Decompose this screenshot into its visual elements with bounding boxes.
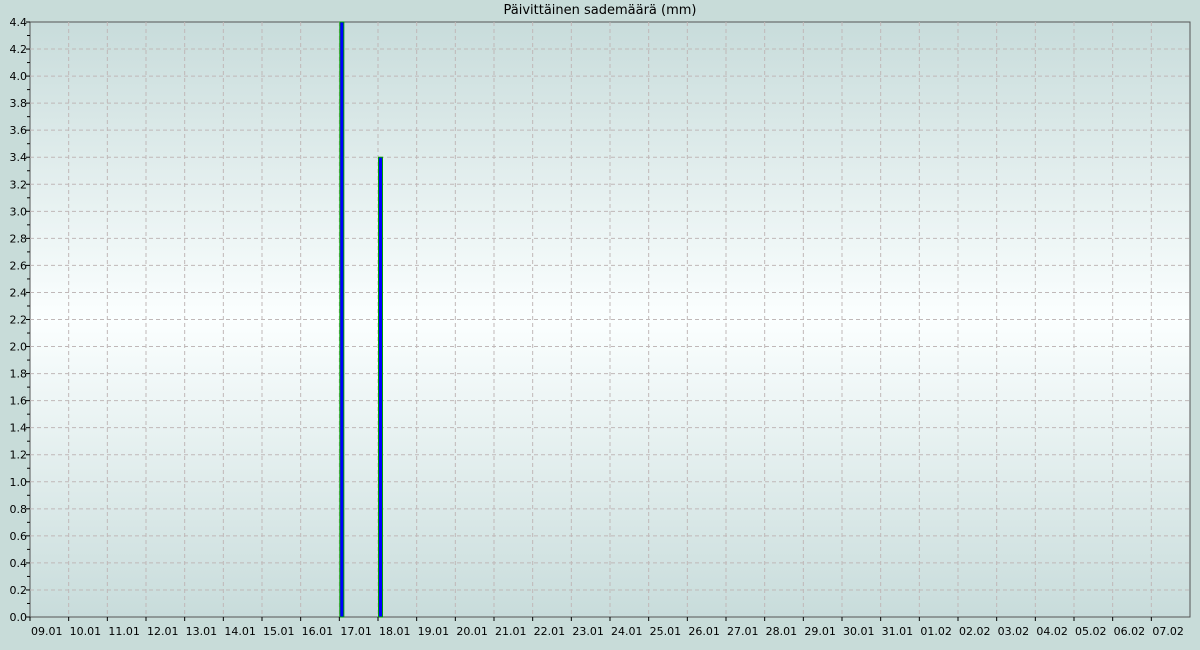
x-tick-label: 16.01 [302,625,334,638]
y-tick-label: 1.8 [10,368,28,381]
bar-17.01 [339,21,345,618]
x-tick-label: 31.01 [882,625,914,638]
y-tick-label: 1.2 [10,449,28,462]
x-tick-label: 15.01 [263,625,295,638]
x-tick-label: 11.01 [108,625,140,638]
y-tick-label: 2.4 [10,286,28,299]
y-tick-label: 3.0 [10,205,28,218]
x-tick-label: 04.02 [1036,625,1068,638]
x-tick-label: 29.01 [804,625,836,638]
x-tick-label: 24.01 [611,625,643,638]
x-tick-label: 26.01 [688,625,720,638]
y-tick-label: 3.6 [10,124,28,137]
y-tick-label: 2.8 [10,232,28,245]
x-tick-label: 09.01 [31,625,63,638]
bar-18.01 [378,156,383,618]
y-tick-label: 4.2 [10,43,28,56]
x-tick-label: 06.02 [1114,625,1146,638]
y-tick-label: 0.8 [10,503,28,516]
y-tick-label: 4.0 [10,70,28,83]
y-tick-label: 2.6 [10,259,28,272]
x-tick-label: 25.01 [650,625,682,638]
x-tick-label: 21.01 [495,625,527,638]
y-tick-label: 0.6 [10,530,28,543]
y-tick-label: 0.0 [10,611,28,624]
x-tick-label: 18.01 [379,625,411,638]
x-tick-label: 07.02 [1152,625,1184,638]
y-tick-label: 1.0 [10,476,28,489]
chart-title: Päivittäinen sademäärä (mm) [503,3,697,18]
y-tick-label: 4.4 [10,16,28,29]
x-tick-label: 23.01 [572,625,604,638]
y-tick-label: 3.8 [10,97,28,110]
x-tick-label: 17.01 [340,625,372,638]
x-tick-label: 05.02 [1075,625,1107,638]
x-tick-label: 12.01 [147,625,179,638]
y-tick-label: 3.4 [10,151,28,164]
x-tick-label: 20.01 [456,625,488,638]
y-tick-label: 2.0 [10,341,28,354]
y-tick-label: 0.2 [10,584,28,597]
y-tick-label: 2.2 [10,314,28,327]
x-tick-label: 02.02 [959,625,991,638]
x-tick-label: 22.01 [534,625,566,638]
x-tick-label: 19.01 [418,625,450,638]
y-tick-label: 0.4 [10,557,28,570]
x-tick-label: 14.01 [224,625,256,638]
y-tick-label: 3.2 [10,178,28,191]
x-tick-label: 13.01 [186,625,218,638]
x-tick-label: 03.02 [998,625,1030,638]
x-tick-label: 27.01 [727,625,759,638]
y-tick-label: 1.6 [10,395,28,408]
y-tick-label: 1.4 [10,422,28,435]
x-tick-label: 30.01 [843,625,875,638]
x-tick-label: 10.01 [70,625,102,638]
x-tick-label: 01.02 [920,625,952,638]
x-tick-label: 28.01 [766,625,798,638]
